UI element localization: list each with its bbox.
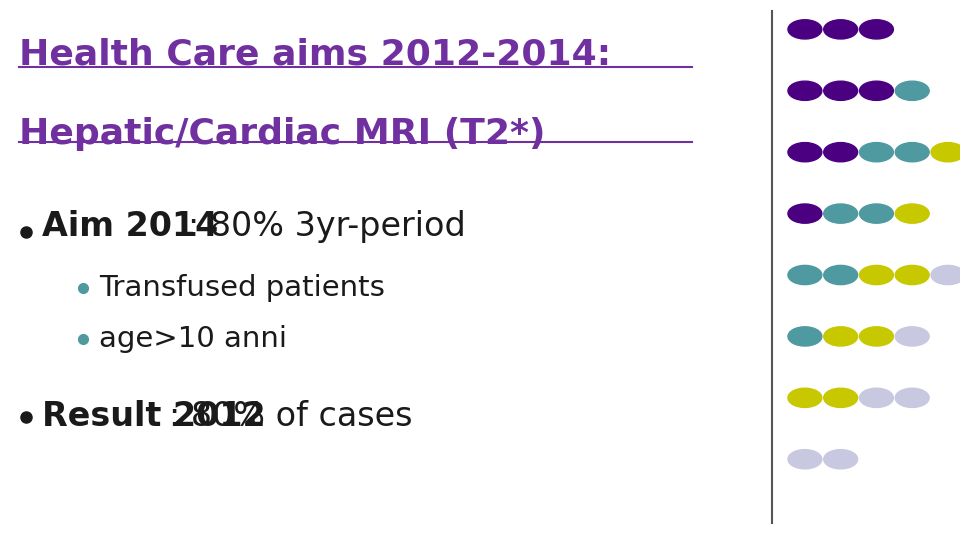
Circle shape <box>824 327 857 346</box>
Text: : 80% 3yr-period: : 80% 3yr-period <box>188 210 466 244</box>
Circle shape <box>788 450 822 469</box>
Circle shape <box>859 20 894 39</box>
Circle shape <box>859 143 894 162</box>
Text: Aim 2014: Aim 2014 <box>42 210 219 244</box>
Circle shape <box>896 81 929 100</box>
Circle shape <box>931 143 960 162</box>
Circle shape <box>824 81 857 100</box>
Circle shape <box>896 143 929 162</box>
Circle shape <box>931 265 960 285</box>
Circle shape <box>824 143 857 162</box>
Circle shape <box>824 388 857 407</box>
Circle shape <box>788 327 822 346</box>
Text: Transfused patients: Transfused patients <box>99 274 385 302</box>
Circle shape <box>824 265 857 285</box>
Circle shape <box>859 388 894 407</box>
Circle shape <box>896 204 929 223</box>
Text: Health Care aims 2012-2014:: Health Care aims 2012-2014: <box>19 37 611 72</box>
Circle shape <box>788 388 822 407</box>
Circle shape <box>896 388 929 407</box>
Text: Result 2012: Result 2012 <box>42 400 266 433</box>
Circle shape <box>824 450 857 469</box>
Text: : 80% of cases: : 80% of cases <box>170 400 413 433</box>
Circle shape <box>788 204 822 223</box>
Circle shape <box>824 20 857 39</box>
Circle shape <box>896 265 929 285</box>
Circle shape <box>788 81 822 100</box>
Circle shape <box>859 265 894 285</box>
Circle shape <box>788 143 822 162</box>
Circle shape <box>896 327 929 346</box>
Circle shape <box>859 81 894 100</box>
Circle shape <box>788 265 822 285</box>
Circle shape <box>859 327 894 346</box>
Text: Hepatic/Cardiac MRI (T2*): Hepatic/Cardiac MRI (T2*) <box>19 117 545 152</box>
Text: age>10 anni: age>10 anni <box>99 325 287 353</box>
Circle shape <box>824 204 857 223</box>
Circle shape <box>788 20 822 39</box>
Circle shape <box>859 204 894 223</box>
